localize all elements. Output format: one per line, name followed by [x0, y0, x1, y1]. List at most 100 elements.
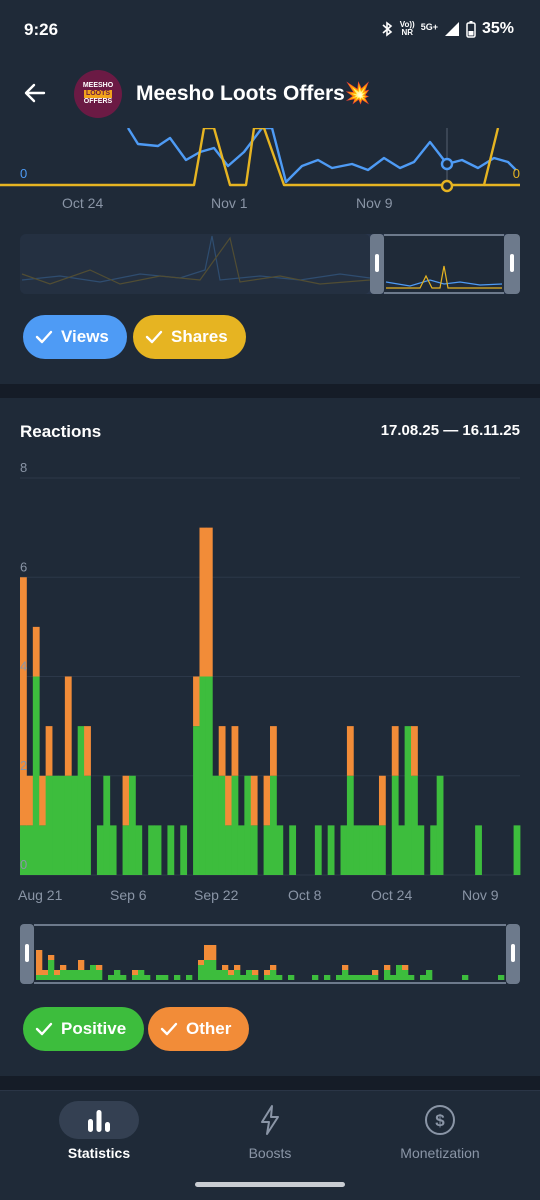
navigator-bar-other — [36, 950, 43, 975]
home-indicator[interactable] — [195, 1182, 345, 1187]
navigator-bar-other — [342, 965, 349, 970]
bar-positive — [205, 676, 213, 875]
bar-other — [193, 676, 200, 727]
x-tick-label: Nov 9 — [462, 887, 499, 903]
navigator-frame-bottom — [384, 292, 504, 294]
bar-other — [32, 626, 40, 677]
views-shares-range-selector[interactable] — [0, 230, 540, 294]
navigator-bar-positive — [120, 975, 127, 980]
nav-label: Statistics — [67, 1145, 131, 1161]
navigator-bar-positive — [288, 975, 295, 980]
bar-other — [270, 726, 277, 776]
bar-other — [26, 775, 34, 826]
handle-grip — [25, 944, 29, 962]
bar-positive — [225, 825, 232, 875]
bar-positive — [71, 775, 79, 875]
status-time: 9:26 — [24, 20, 59, 39]
bluetooth-icon — [382, 21, 393, 37]
navigator-bar-positive — [354, 975, 361, 980]
bar-positive — [96, 825, 104, 875]
section-gap — [0, 384, 540, 398]
navigator-bar-other — [198, 960, 205, 965]
navigator-bar-positive — [240, 975, 247, 980]
navigator-bar-positive — [234, 970, 241, 980]
bar-positive — [218, 775, 226, 875]
x-tick: Nov 9 — [356, 195, 393, 211]
bar-chart-icon — [88, 1110, 110, 1132]
check-icon — [35, 1022, 53, 1036]
reactions-range-selector[interactable] — [0, 922, 540, 986]
views-point-marker — [440, 157, 454, 171]
bar-positive — [135, 825, 143, 875]
reactions-card: Reactions 17.08.25 — 16.11.25 8 6 4 2 0 Aug 2… — [0, 398, 540, 1076]
toggle-positive[interactable]: Positive — [23, 1007, 145, 1051]
channel-avatar[interactable]: MEESHO LOOTS OFFERS — [74, 70, 122, 118]
bar-positive — [314, 825, 322, 875]
navigator-bar-positive — [144, 975, 151, 980]
nav-statistics[interactable]: Statistics — [9, 1091, 189, 1173]
bar-positive — [270, 775, 277, 875]
nav-monetization[interactable]: $ Monetization — [350, 1091, 530, 1173]
x-tick-label: Sep 6 — [110, 887, 147, 903]
reactions-title: Reactions — [20, 422, 102, 441]
toggle-views[interactable]: Views — [23, 315, 127, 359]
navigator-bar-positive — [174, 975, 181, 980]
navigator-bar-positive — [96, 970, 103, 980]
toggle-other[interactable]: Other — [148, 1007, 250, 1051]
bar-other — [378, 775, 386, 826]
bar-positive — [52, 775, 59, 875]
back-button[interactable] — [18, 76, 52, 110]
bar-other — [39, 775, 47, 826]
bar-positive — [64, 775, 72, 875]
shares-point-marker — [440, 179, 454, 193]
bar-positive — [372, 825, 380, 875]
series-line-shares — [0, 128, 500, 187]
navigator-bar-positive — [366, 975, 373, 980]
bar-positive — [109, 825, 117, 875]
bar-positive — [167, 825, 175, 875]
navigator-bar-positive — [420, 975, 427, 980]
navigator-bar-positive — [138, 970, 145, 980]
views-shares-card: 0 0 Oct 24 Nov 1 Nov 9 Views Shares — [0, 128, 540, 384]
navigator-shares-line — [386, 265, 502, 289]
navigator-bar-positive — [60, 970, 67, 980]
navigator-bar-positive — [408, 975, 415, 980]
toggle-shares[interactable]: Shares — [133, 315, 246, 359]
nav-label: Monetization — [400, 1145, 480, 1161]
bar-positive — [475, 825, 482, 875]
bar-positive — [58, 775, 66, 875]
navigator-bar-other — [228, 970, 235, 975]
bar-positive — [122, 825, 130, 875]
navigator-bar-positive — [204, 960, 211, 980]
bar-other — [84, 726, 91, 776]
bar-other — [218, 726, 226, 776]
navigator-bar-positive — [66, 970, 73, 980]
bar-positive — [180, 825, 188, 875]
bar-positive — [84, 775, 91, 875]
bar-other — [122, 775, 130, 826]
svg-text:$: $ — [435, 1111, 445, 1130]
navigator-bar-positive — [186, 975, 193, 980]
reactions-chart[interactable]: 8 6 4 2 0 Aug 21 Sep 6 Sep 22 Oct 8 Oct 24 Nov 9 — [0, 458, 540, 978]
bar-positive — [327, 825, 335, 875]
handle-grip — [511, 944, 515, 962]
navigator-bar-other — [372, 970, 379, 975]
navigator-bar-positive — [252, 975, 259, 980]
navigator-mask — [20, 234, 370, 294]
navigator-bar-other — [96, 965, 103, 970]
navigator-bar-positive — [210, 960, 217, 980]
navigator-bar-positive — [48, 960, 55, 980]
bar-other — [250, 775, 258, 826]
navigator-bar-positive — [270, 970, 277, 980]
reactions-date-range[interactable]: 17.08.25 — 16.11.25 — [380, 422, 520, 439]
navigator-bar-positive — [90, 965, 97, 980]
bar-positive — [231, 775, 239, 875]
bar-other — [391, 726, 399, 776]
views-shares-chart[interactable] — [0, 128, 540, 228]
bar-positive — [193, 726, 200, 875]
x-tick: Oct 24 — [62, 195, 104, 211]
navigator-bar-positive — [360, 975, 367, 980]
nav-boosts[interactable]: Boosts — [180, 1091, 360, 1173]
navigator-bar-positive — [312, 975, 319, 980]
bar-positive — [45, 775, 53, 875]
